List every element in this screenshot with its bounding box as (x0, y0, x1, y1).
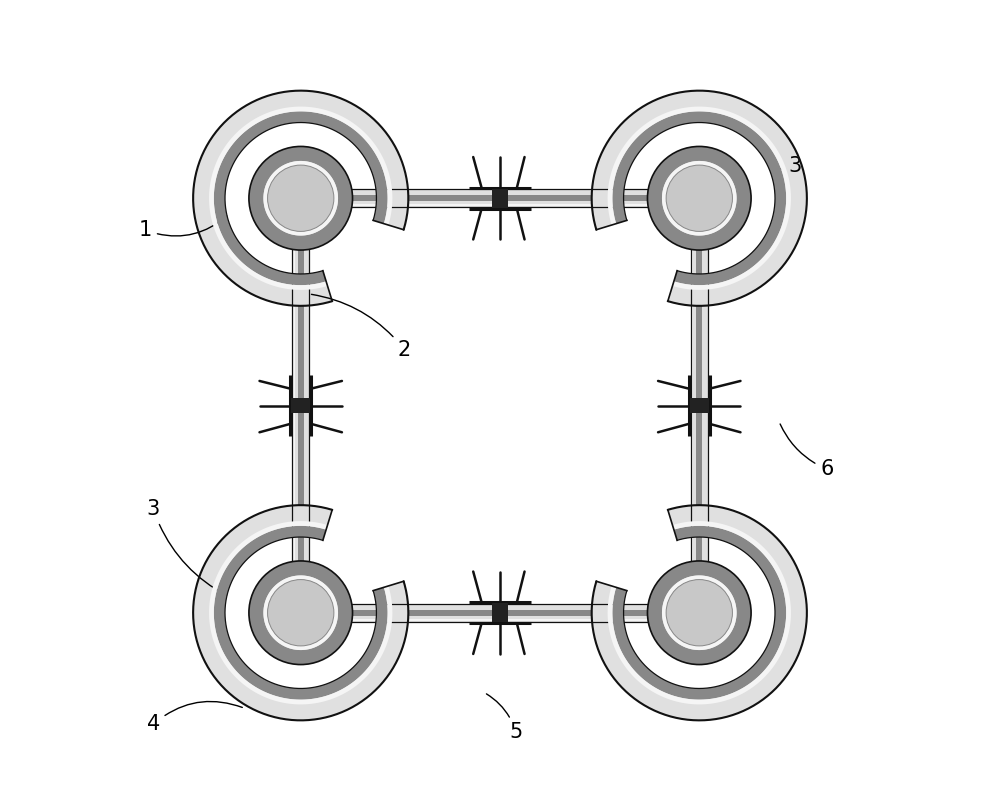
Bar (301, 190, 699, 207)
Bar (301, 204, 699, 206)
Polygon shape (193, 505, 408, 720)
Bar (691, 198, 708, 613)
Circle shape (666, 165, 732, 231)
Circle shape (647, 561, 751, 664)
Bar (298, 198, 304, 613)
Bar (492, 603, 508, 622)
Bar (301, 610, 699, 616)
Polygon shape (608, 521, 791, 705)
Text: 1: 1 (139, 216, 227, 240)
Bar (492, 189, 508, 208)
Circle shape (249, 561, 353, 664)
Polygon shape (647, 561, 751, 664)
Polygon shape (249, 561, 353, 664)
Bar (690, 397, 709, 414)
Polygon shape (592, 91, 807, 306)
Circle shape (268, 580, 334, 646)
Text: 6: 6 (780, 424, 834, 479)
Polygon shape (662, 161, 737, 235)
Bar (301, 604, 699, 621)
Bar (301, 619, 699, 621)
Bar (492, 189, 508, 208)
Circle shape (268, 165, 334, 231)
Polygon shape (209, 106, 392, 290)
Polygon shape (612, 526, 786, 700)
Polygon shape (647, 147, 751, 250)
Bar (291, 397, 310, 414)
Polygon shape (608, 106, 791, 290)
Polygon shape (263, 576, 338, 650)
Bar (293, 198, 295, 613)
Polygon shape (662, 576, 737, 650)
Bar (691, 198, 693, 613)
Polygon shape (214, 111, 388, 285)
Text: 5: 5 (486, 694, 523, 742)
Polygon shape (214, 526, 388, 700)
Bar (301, 195, 699, 201)
Circle shape (647, 147, 751, 250)
Bar (492, 603, 508, 622)
Circle shape (249, 147, 353, 250)
Circle shape (666, 580, 732, 646)
Polygon shape (263, 161, 338, 235)
Polygon shape (592, 505, 807, 720)
Text: 3: 3 (774, 157, 802, 176)
Bar (690, 397, 709, 414)
Bar (291, 397, 310, 414)
Polygon shape (209, 521, 392, 705)
Polygon shape (193, 91, 408, 306)
Text: 3: 3 (147, 499, 227, 595)
Text: 4: 4 (147, 702, 242, 734)
Polygon shape (612, 111, 786, 285)
Bar (292, 198, 309, 613)
Text: 2: 2 (311, 294, 411, 360)
Polygon shape (249, 147, 353, 250)
Bar (696, 198, 702, 613)
